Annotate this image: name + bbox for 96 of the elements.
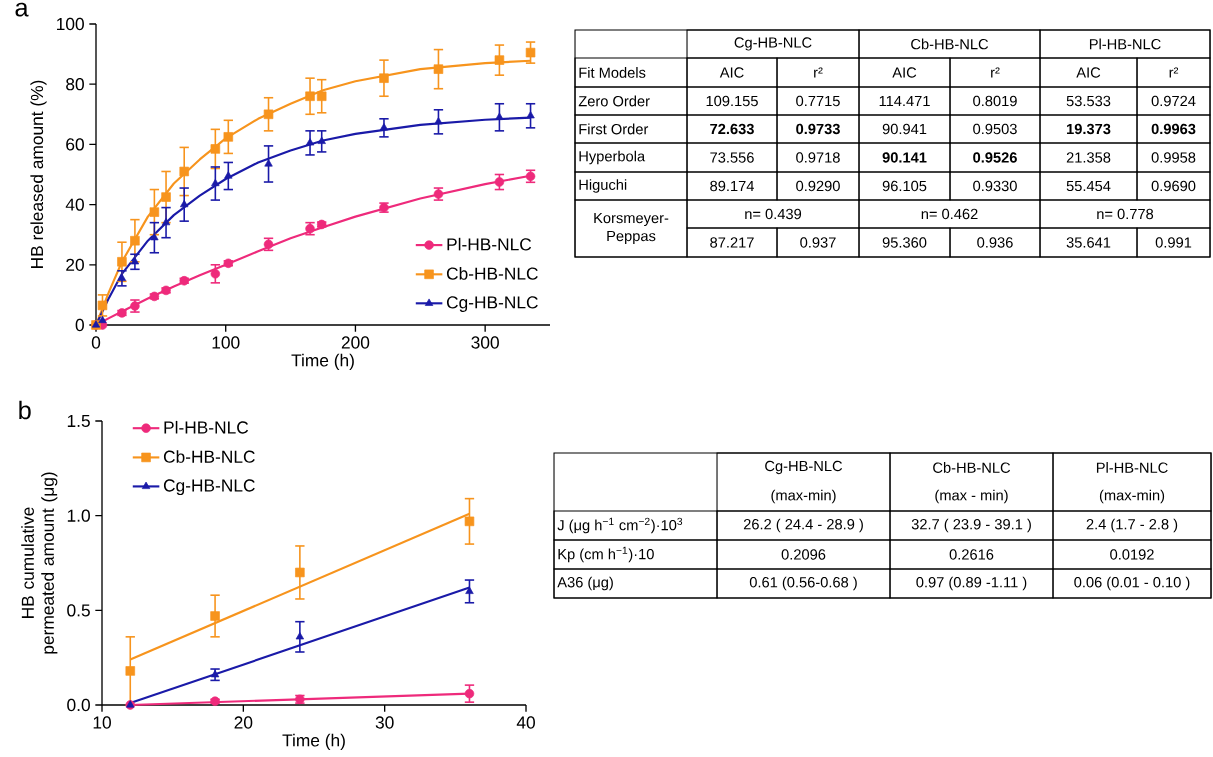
x-tick-label: 0 xyxy=(91,336,101,349)
text: Cb-HB-NLC xyxy=(933,462,1011,473)
text: 0.9526 xyxy=(973,152,1017,163)
text: 26.2 ( 24.4 - 28.9 ) xyxy=(743,518,863,533)
text: n= 0.439 xyxy=(745,208,802,220)
legend-label: Cg-HB-NLC xyxy=(446,296,538,312)
text: J (μg h$^{−1}$ cm$^{−2}$)·10$^{3}$ xyxy=(557,517,683,534)
text: Zero Order xyxy=(578,95,650,107)
text: 32.7 ( 23.9 - 39.1 ) xyxy=(911,518,1031,533)
text: n= 0.462 xyxy=(921,208,978,220)
text: 55.454 xyxy=(1066,180,1111,192)
text: 0.9958 xyxy=(1151,152,1196,163)
text: Hyperbola xyxy=(579,150,646,165)
text: 72.633 xyxy=(710,123,754,135)
text: 0.7715 xyxy=(796,95,840,107)
text: Pl-HB-NLC xyxy=(1096,462,1168,473)
text: r² xyxy=(814,67,823,78)
x-axis-title: Time (h) xyxy=(291,353,354,370)
y-tick-label: 0 xyxy=(75,318,84,332)
text: 0.936 xyxy=(977,237,1013,248)
chart-title: a xyxy=(15,2,29,17)
x-tick-label: 100 xyxy=(212,336,240,349)
text: 0.9963 xyxy=(1151,123,1196,135)
text: 90.141 xyxy=(882,152,927,163)
text: Cg-HB-NLC xyxy=(765,460,843,475)
text: 95.360 xyxy=(882,237,927,248)
y-tick-label: 80 xyxy=(66,78,84,91)
legend-label: Pl-HB-NLC xyxy=(164,420,249,434)
text: 35.641 xyxy=(1066,237,1111,248)
text: 2.4 (1.7 - 2.8 ) xyxy=(1086,518,1178,533)
text: 0.97 (0.89 -1.11 ) xyxy=(916,576,1027,591)
y-tick-label: 0.0 xyxy=(67,698,90,712)
x-tick-label: 40 xyxy=(516,716,535,729)
text: r² xyxy=(1169,67,1179,78)
text: 109.155 xyxy=(706,95,758,107)
text: First Order xyxy=(579,123,649,135)
text: 0.9718 xyxy=(796,152,840,163)
x-tick-label: 300 xyxy=(471,336,499,349)
text: (max-min) xyxy=(1099,489,1165,504)
x-tick-label: 200 xyxy=(341,336,370,349)
text: AIC xyxy=(892,67,917,78)
x-tick-label: 30 xyxy=(375,716,394,729)
text: 0.2616 xyxy=(949,549,994,560)
text: (max-min) xyxy=(771,489,836,504)
text: 0.0192 xyxy=(1110,549,1154,560)
y-tick-label: 60 xyxy=(66,138,84,151)
y-axis-title: HB released amount (%) xyxy=(30,80,47,268)
text: 0.2096 xyxy=(781,549,826,560)
text: 89.174 xyxy=(710,180,754,192)
text: 0.9290 xyxy=(796,180,840,192)
text: Fit Models xyxy=(579,67,646,78)
text: 0.991 xyxy=(1155,237,1192,248)
y-tick-label: 20 xyxy=(66,258,84,271)
text: 90.941 xyxy=(882,123,927,135)
text: 0.06 (0.01 - 0.10 ) xyxy=(1074,576,1190,591)
text: 0.9733 xyxy=(796,123,840,135)
text: (max - min) xyxy=(935,489,1008,504)
text: 19.373 xyxy=(1067,123,1111,135)
text: 0.9503 xyxy=(973,123,1017,135)
x-tick-label: 10 xyxy=(93,716,111,729)
text: 53.533 xyxy=(1066,95,1111,107)
text: n= 0.778 xyxy=(1097,208,1154,220)
y-tick-label: 0.5 xyxy=(67,604,90,617)
y-tick-label: 40 xyxy=(65,198,84,211)
text: Higuchi xyxy=(579,179,627,193)
text: 0.9724 xyxy=(1151,95,1196,107)
text: Cb-HB-NLC xyxy=(911,38,989,50)
text: 0.61 (0.56-0.68 ) xyxy=(749,576,857,591)
legend-label: Pl-HB-NLC xyxy=(447,237,532,251)
y-axis-title: HB cumulative permeated amount (μg) xyxy=(21,472,58,654)
y-tick-label: 1.0 xyxy=(67,509,90,522)
text: Korsmeyer-Peppas xyxy=(594,212,669,245)
text: Pl-HB-NLC xyxy=(1089,38,1161,50)
text: Kp (cm h$^{−1}$)·10 xyxy=(558,546,654,563)
legend-label: Cg-HB-NLC xyxy=(163,479,255,496)
text: 114.471 xyxy=(879,95,930,107)
text: 73.556 xyxy=(710,152,754,163)
x-axis-title: Time (h) xyxy=(282,733,345,750)
text: 0.9330 xyxy=(973,180,1017,192)
y-tick-label: 100 xyxy=(57,17,84,31)
x-tick-label: 20 xyxy=(234,716,253,729)
text: AIC xyxy=(719,67,744,78)
text: 0.937 xyxy=(800,237,836,248)
text: Cg-HB-NLC xyxy=(734,37,812,51)
text: A36 (μg) xyxy=(557,576,613,591)
text: r² xyxy=(991,67,1000,78)
text: 21.358 xyxy=(1066,152,1111,163)
chart-title: b xyxy=(19,400,31,420)
text: AIC xyxy=(1076,67,1101,78)
legend-label: Cb-HB-NLC xyxy=(163,450,255,463)
text: 0.8019 xyxy=(973,95,1017,107)
y-tick-label: 1.5 xyxy=(67,414,90,428)
legend-label: Cb-HB-NLC xyxy=(446,267,538,280)
text: 96.105 xyxy=(882,180,927,192)
text: 87.217 xyxy=(710,237,754,248)
text: 0.9690 xyxy=(1151,180,1196,192)
